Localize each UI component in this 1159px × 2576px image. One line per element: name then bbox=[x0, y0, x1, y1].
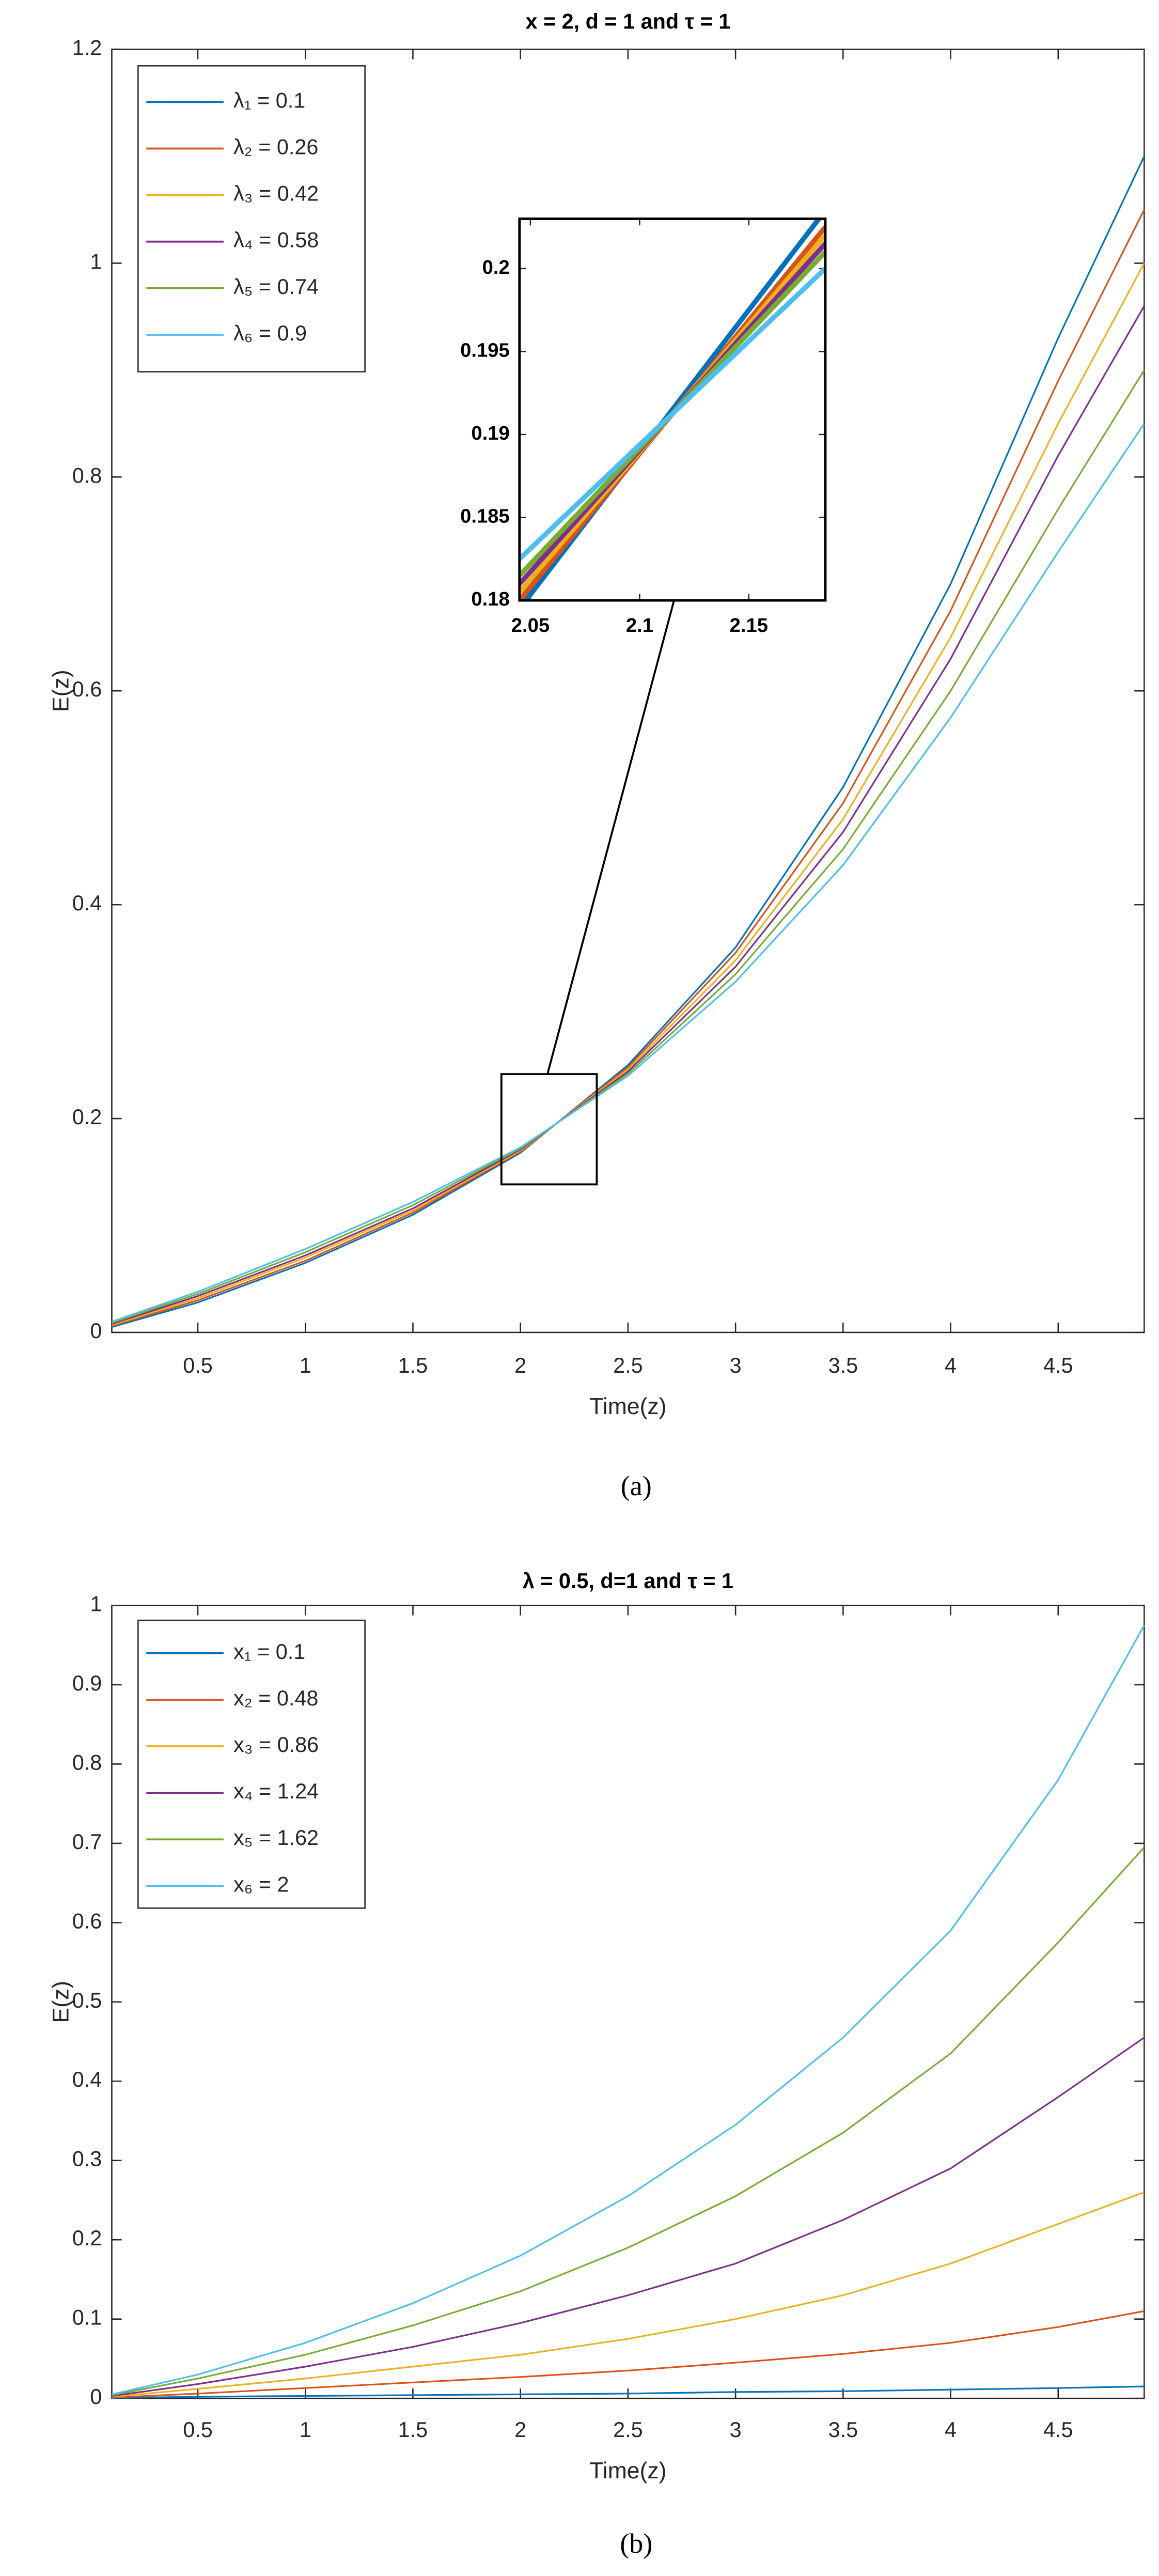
y-tick-label: 0.4 bbox=[72, 891, 102, 915]
legend-label: x₆ = 2 bbox=[233, 1872, 289, 1896]
legend-label: λ₂ = 0.26 bbox=[233, 135, 318, 159]
x-tick-label: 0.5 bbox=[183, 2418, 213, 2442]
y-tick-label: 0.19 bbox=[471, 422, 509, 444]
legend-box bbox=[137, 65, 366, 373]
x-tick-label: 4.5 bbox=[1043, 1354, 1073, 1377]
y-tick-label: 0.6 bbox=[72, 1909, 102, 1933]
x-tick-label: 3.5 bbox=[828, 1354, 858, 1377]
series-line bbox=[111, 305, 1145, 1325]
x-tick-label: 2.5 bbox=[613, 2418, 643, 2442]
legend-label: x₂ = 0.48 bbox=[233, 1686, 318, 1710]
x-tick-label: 1 bbox=[300, 1354, 311, 1377]
y-tick-label: 1 bbox=[90, 1592, 102, 1616]
x-tick-label: 1 bbox=[300, 2418, 311, 2442]
y-tick-label: 0.4 bbox=[72, 2068, 102, 2091]
y-tick-label: 0.5 bbox=[72, 1989, 102, 2012]
legend-label: λ₅ = 0.74 bbox=[233, 275, 319, 299]
y-tick-label: 1 bbox=[90, 250, 102, 273]
x-tick-label: 3.5 bbox=[828, 2418, 858, 2442]
chart: 0.5 1 1.5 2 2.5 3 3.5 4 4.5 0 0.2 0.4 0.6 0.8 1 1.2 x = … bbox=[49, 10, 1145, 1501]
legend-label: λ₁ = 0.1 bbox=[233, 88, 305, 112]
x-tick-label: 4.5 bbox=[1043, 2418, 1073, 2442]
x-tick-label: 1.5 bbox=[398, 1354, 428, 1377]
inset-frame bbox=[518, 218, 827, 602]
legend-label: x₃ = 0.86 bbox=[233, 1733, 319, 1757]
series-line bbox=[112, 1846, 1145, 2396]
legend-box bbox=[137, 1619, 366, 1909]
x-tick-label: 2.15 bbox=[730, 614, 768, 637]
series-line bbox=[112, 2037, 1145, 2397]
series-line bbox=[111, 369, 1145, 1324]
series-line bbox=[112, 2191, 1145, 2398]
y-tick-label: 0.195 bbox=[460, 339, 510, 361]
chart-title: λ = 0.5, d=1 and τ = 1 bbox=[523, 1569, 733, 1593]
y-tick-label: 0.6 bbox=[72, 677, 102, 701]
legend-label: λ₃ = 0.42 bbox=[233, 182, 319, 206]
x-tick-label: 3 bbox=[730, 1354, 742, 1377]
chart: 0.5 1 1.5 2 2.5 3 3.5 4 4.5 0 0.1 0.2 0.3 0.4 0.5 0.6 0.… bbox=[49, 1569, 1145, 2559]
caption: (b) bbox=[620, 2528, 652, 2559]
legend-label: λ₄ = 0.58 bbox=[233, 228, 319, 252]
x-tick-label: 0.5 bbox=[183, 1354, 213, 1377]
y-tick-label: 0.1 bbox=[72, 2306, 102, 2330]
x-tick-label: 2.5 bbox=[613, 1354, 643, 1377]
x-tick-label: 4 bbox=[945, 2418, 957, 2442]
y-tick-label: 0.18 bbox=[471, 588, 509, 610]
y-axis-label: E(z) bbox=[49, 670, 74, 712]
series-line bbox=[111, 262, 1145, 1326]
y-axis-label: E(z) bbox=[49, 1981, 74, 2023]
zoom-connector bbox=[546, 600, 675, 1075]
x-tick-label: 1.5 bbox=[398, 2418, 428, 2442]
x-tick-label: 2 bbox=[514, 2418, 526, 2442]
y-tick-label: 0.185 bbox=[460, 505, 510, 527]
y-tick-label: 0.7 bbox=[72, 1830, 102, 1854]
series-line bbox=[112, 2310, 1145, 2399]
y-tick-label: 0.9 bbox=[72, 1671, 102, 1695]
y-tick-label: 0.2 bbox=[482, 256, 510, 278]
series-line bbox=[112, 2385, 1145, 2399]
caption: (a) bbox=[621, 1470, 652, 1501]
series-line bbox=[112, 156, 1145, 1328]
chart-title: x = 2, d = 1 and τ = 1 bbox=[526, 10, 731, 34]
legend-label: x₅ = 1.62 bbox=[233, 1826, 319, 1850]
series-line bbox=[111, 423, 1145, 1323]
zoom-box bbox=[500, 1073, 598, 1186]
x-tick-label: 2.05 bbox=[511, 614, 550, 637]
x-axis-label: Time(z) bbox=[589, 2458, 666, 2484]
y-tick-label: 0.8 bbox=[72, 1750, 102, 1774]
legend-label: λ₆ = 0.9 bbox=[233, 321, 307, 345]
inset: 2.05 2.1 2.15 0.18 0.185 0.19 0.195 0.2 bbox=[460, 218, 827, 637]
x-axis-label: Time(z) bbox=[589, 1394, 666, 1419]
legend-label: x₁ = 0.1 bbox=[233, 1640, 305, 1664]
y-tick-label: 0 bbox=[90, 1319, 102, 1343]
y-tick-label: 0.8 bbox=[72, 463, 102, 487]
y-tick-label: 0.2 bbox=[72, 1105, 102, 1129]
y-tick-label: 1.2 bbox=[72, 36, 102, 59]
series-line bbox=[519, 267, 825, 561]
series-line bbox=[523, 219, 822, 601]
series-line bbox=[111, 209, 1145, 1327]
series-line bbox=[112, 1625, 1145, 2396]
x-tick-label: 3 bbox=[730, 2418, 742, 2442]
y-tick-label: 0.2 bbox=[72, 2226, 102, 2250]
y-tick-label: 0 bbox=[90, 2385, 102, 2409]
legend-label: x₄ = 1.24 bbox=[233, 1779, 319, 1803]
x-tick-label: 2 bbox=[514, 1354, 526, 1377]
y-tick-label: 0.3 bbox=[72, 2147, 102, 2171]
x-tick-label: 4 bbox=[945, 1354, 957, 1377]
x-tick-label: 2.1 bbox=[626, 614, 653, 637]
